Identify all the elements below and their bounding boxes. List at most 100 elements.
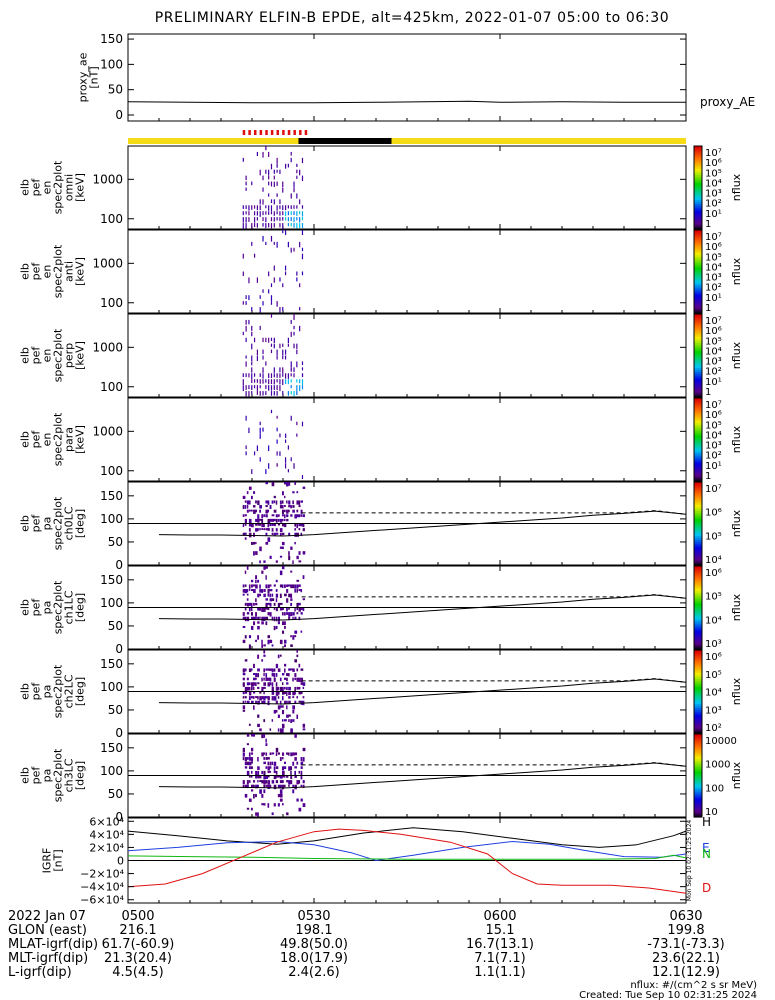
en-omni-spectrogram-cell (256, 223, 258, 228)
pa-ch1-spectrogram-cell (263, 589, 266, 593)
pa-ch1-spectrogram-cell (302, 598, 306, 601)
en-omni-colorbar-label: nflux (730, 173, 743, 201)
en-omni-colorbar-cell (694, 154, 702, 157)
igrf-side-timestamp: Mon Sep 10 02:31:25 2024 (686, 820, 693, 902)
pa-ch2-spectrogram-cell (257, 696, 259, 700)
en-omni-spectrogram-cell (245, 205, 247, 210)
pa-ch0-spectrogram-cell (255, 528, 258, 532)
pa-ch1-spectrogram-cell (290, 593, 293, 598)
en-para-colorbar-label-text: nflux (730, 425, 743, 453)
en-perp-ytick-label: 1000 (92, 340, 123, 354)
en-perp-colorbar-tick: 10⁷ (705, 316, 722, 327)
en-perp-ylabel-line: pef (30, 346, 43, 365)
pa-ch2-spectrogram-cell (292, 705, 296, 710)
pa-ch3-spectrogram-cell (267, 761, 270, 766)
pa-ch2-spectrogram-cell (255, 700, 257, 705)
pa-ch3-spectrogram-cell (288, 752, 290, 756)
en-omni-spectrogram-cell (273, 169, 275, 174)
en-perp-ytick-label: 100 (100, 380, 123, 394)
pa-ch2-spectrogram-cell (288, 691, 291, 696)
pa-ch0-colorbar-cell (694, 544, 702, 547)
pa-ch3-spectrogram-cell (269, 770, 272, 773)
pa-ch0-colorbar-cell (694, 535, 702, 539)
pa-ch0-colorbar-tick: 10⁵ (705, 531, 722, 542)
pa-ch1-colorbar-cell (694, 578, 702, 582)
pa-ch1-colorbar-cell (694, 568, 702, 571)
pa-ch1-spectrogram-cell (294, 616, 297, 620)
en-perp-colorbar-cell (694, 347, 702, 350)
pa-ch3-spectrogram-cell (265, 757, 268, 760)
pa-ch3-spectrogram-cell (246, 734, 250, 737)
pa-ch1-colorbar-cell (694, 619, 702, 623)
pa-ch2-spectrogram-cell (300, 691, 303, 694)
pa-ch1-spectrogram-cell (259, 589, 262, 593)
pa-ch0-spectrogram-cell (267, 537, 271, 542)
en-omni-spectrogram-cell (262, 211, 264, 216)
pa-ch1-spectrogram-cell (244, 607, 247, 611)
en-para-spectrogram-cell (259, 457, 261, 462)
en-perp-ylabel-line: perp (63, 343, 76, 368)
pa-ch2-spectrogram-cell (281, 686, 284, 692)
pa-ch1-colorbar-cell (694, 615, 702, 619)
pa-ch3-spectrogram-cell (279, 775, 283, 779)
panels: 150100500proxy_ae[nT]proxy_AE1000100elbp… (19, 32, 756, 980)
pa-ch0-spectrogram-cell (265, 509, 268, 514)
pa-ch0-spectrogram-cell (300, 523, 303, 527)
pa-ch2-spectrogram-cell (300, 682, 304, 685)
en-anti-spectrogram-cell (242, 253, 244, 259)
xaxis-times-value: 0530 (297, 909, 330, 924)
pa-ch0-spectrogram-cell (246, 500, 250, 505)
pa-ch0-spectrogram-cell (281, 505, 284, 509)
pa-ch2-spectrogram-cell (242, 668, 245, 673)
pa-ch3-colorbar-cell (694, 792, 702, 795)
pa-ch2-spectrogram-cell (286, 682, 289, 685)
igrf-ytick-label: 2×10⁴ (89, 841, 124, 854)
pa-ch2-spectrogram-cell (279, 728, 282, 733)
pa-ch2-spectrogram-cell (261, 700, 265, 704)
xaxis-mlat-value: 49.8(50.0) (280, 937, 348, 952)
en-perp-spectrogram-cell (245, 385, 247, 390)
en-perp-colorbar-cell (694, 355, 702, 359)
en-omni-spectrogram-cell (293, 223, 295, 228)
pa-ch1-colorbar-cell (694, 584, 702, 588)
pa-ch1-spectrogram-cell (294, 635, 297, 638)
pa-ch2-colorbar-cell (694, 712, 702, 715)
pa-ch2-ylabel-line: pef (30, 682, 43, 701)
en-para-frame (127, 397, 687, 482)
en-omni-spectrogram-cell (279, 169, 281, 174)
pa-ch3-spectrogram-cell (250, 734, 254, 737)
en-para-spectrogram-cell (276, 427, 278, 432)
en-omni-colorbar-cell (694, 164, 702, 168)
en-omni-spectrogram-cell (287, 163, 290, 168)
pa-ch3-spectrogram-cell (242, 780, 245, 785)
pa-ch1-spectrogram-cell (290, 584, 293, 589)
en-anti-spectrogram-cell (242, 301, 244, 305)
en-anti-spectrogram-cell (284, 265, 287, 271)
en-omni-spectrogram-cell (301, 223, 304, 229)
en-anti-colorbar-cell (694, 238, 702, 241)
pa-ch2-colorbar-cell (694, 683, 702, 686)
en-perp-spectrogram-cell (301, 361, 304, 366)
en-anti-spectrogram-cell (284, 230, 287, 236)
pa-ch0-spectrogram-cell (281, 532, 285, 536)
en-omni-spectrogram-cell (253, 217, 256, 223)
pa-ch2-spectrogram-cell (273, 709, 277, 714)
en-omni-spectrogram-cell (282, 187, 284, 193)
en-para-spectrogram-cell (248, 427, 250, 434)
pa-ch1-spectrogram-cell (290, 635, 292, 638)
en-para-spectrogram-cell (284, 433, 287, 438)
en-para-colorbar-cell (694, 433, 702, 436)
pa-ch0-spectrogram-cell (294, 523, 297, 527)
pa-ch3-spectrogram-cell (257, 812, 259, 817)
pa-ch3-spectrogram-cell (292, 752, 295, 756)
pa-ch0-spectrogram-cell (275, 518, 278, 523)
en-perp-spectrogram-cell (282, 367, 284, 374)
en-anti-colorbar-cell (694, 240, 702, 244)
pa-ch3-spectrogram-cell (279, 757, 282, 762)
pa-ch3-colorbar-cell (694, 794, 702, 797)
pa-ch2-colorbar-cell (694, 676, 702, 680)
en-omni-colorbar-cell (694, 195, 702, 199)
pa-ch2-spectrogram-cell (281, 691, 285, 695)
